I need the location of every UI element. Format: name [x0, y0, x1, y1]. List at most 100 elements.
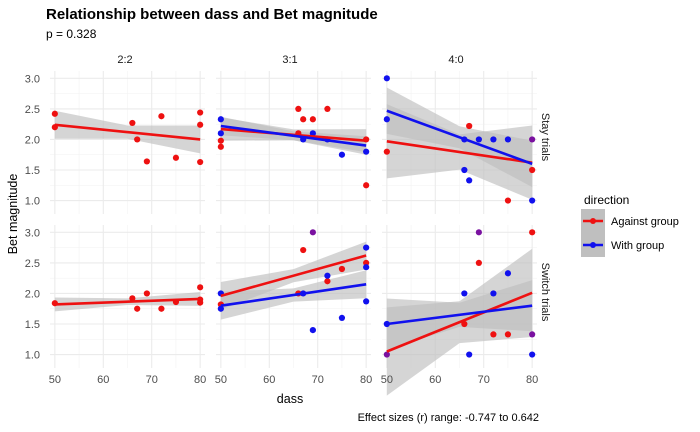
y-axis-title: Bet magnitude	[6, 174, 20, 255]
fit-line-with	[220, 282, 367, 307]
x-tick-label: 70	[478, 374, 490, 386]
y-tick-label: 1.5	[25, 165, 40, 177]
strip-label-row-1: Stay trials	[539, 113, 551, 162]
data-point-with	[309, 327, 316, 334]
x-tick-label: 70	[146, 374, 158, 386]
strip-label-col-3: 4:0	[448, 54, 463, 66]
data-point-against	[197, 158, 204, 166]
data-point-against	[363, 259, 370, 266]
y-tick-label: 1.5	[25, 319, 40, 331]
y-tick-label: 1.0	[25, 350, 40, 362]
strip-label-col-1: 2:2	[117, 54, 132, 66]
x-tick-label: 80	[360, 374, 372, 386]
panel-r1-c0	[50, 225, 205, 368]
data-point-with	[504, 136, 512, 143]
data-point-against	[197, 109, 204, 116]
data-point-against	[466, 122, 473, 130]
data-point-against	[134, 136, 141, 143]
data-point-with	[475, 136, 482, 143]
data-point-with	[529, 351, 536, 358]
chart-caption: Effect sizes (r) range: -0.747 to 0.642	[358, 412, 539, 424]
data-point-against	[143, 290, 150, 297]
x-tick-label: 50	[381, 374, 393, 386]
data-point-with	[363, 244, 370, 251]
x-tick-label: 50	[215, 374, 227, 386]
legend-item-with: With group	[581, 233, 664, 257]
x-tick-label: 60	[97, 374, 109, 386]
fit-line-against	[386, 291, 533, 353]
data-point-against	[529, 229, 536, 236]
data-point-with	[490, 290, 497, 297]
data-point-against	[129, 295, 136, 302]
y-tick-label: 1.0	[25, 196, 40, 208]
panel-r0-c0	[50, 71, 205, 214]
data-point-with	[338, 151, 346, 158]
data-point-against	[338, 265, 346, 273]
data-point-with	[338, 314, 346, 321]
data-point-mixed	[529, 136, 536, 143]
y-tick-label: 2.0	[25, 134, 40, 146]
legend-label-against: Against group	[611, 216, 679, 228]
data-point-with	[461, 166, 468, 174]
data-point-mixed	[475, 229, 482, 236]
x-axis-ticks: 50 60 70 80 50 60 70 80 50 60 70 80	[49, 374, 539, 386]
data-point-with	[504, 270, 512, 277]
data-point-with	[466, 177, 473, 184]
legend-title: direction	[584, 193, 629, 207]
data-point-against	[300, 246, 307, 254]
strip-label-row-2: Switch trials	[539, 263, 551, 322]
data-point-against	[134, 305, 141, 312]
data-point-against	[383, 148, 390, 155]
data-point-with	[217, 116, 224, 123]
data-point-against	[461, 320, 468, 328]
data-point-with	[490, 136, 497, 143]
data-point-against	[324, 278, 331, 285]
chart-subtitle: p = 0.328	[46, 27, 97, 41]
data-point-with	[529, 197, 536, 204]
legend: direction Against group With group	[581, 193, 679, 257]
fit-line-against	[220, 254, 367, 298]
data-point-against	[158, 113, 165, 120]
data-point-with	[217, 305, 224, 312]
data-point-with	[383, 116, 390, 123]
panel-r1-c1	[216, 225, 371, 368]
data-point-against	[197, 299, 204, 306]
y-tick-label: 2.0	[25, 288, 40, 300]
data-point-against	[217, 137, 224, 144]
data-point-against	[363, 182, 370, 189]
data-point-against	[309, 116, 316, 123]
legend-key-with-dot	[590, 242, 596, 248]
data-point-against	[490, 331, 497, 338]
fit-line-against	[54, 297, 201, 306]
data-point-against	[324, 105, 331, 112]
x-tick-label: 50	[49, 374, 61, 386]
y-axis-ticks: 1.0 1.5 2.0 2.5 3.0 1.0 1.5 2.0 2.5 3.0	[25, 73, 40, 361]
data-point-with	[461, 290, 468, 297]
y-tick-label: 3.0	[25, 73, 40, 85]
data-point-mixed	[383, 351, 390, 358]
data-point-against	[143, 158, 150, 165]
x-tick-label: 60	[263, 374, 275, 386]
data-point-against	[217, 143, 224, 150]
chart-title: Relationship between dass and Bet magnit…	[46, 6, 378, 23]
fit-line-against	[386, 139, 533, 164]
x-tick-label: 60	[429, 374, 441, 386]
panels	[50, 71, 537, 396]
data-point-mixed	[529, 331, 536, 338]
data-point-with	[363, 298, 370, 305]
x-tick-label: 80	[194, 374, 206, 386]
data-point-against	[295, 105, 302, 112]
data-point-against	[300, 116, 307, 123]
x-tick-label: 70	[312, 374, 324, 386]
legend-item-against: Against group	[581, 209, 679, 233]
data-point-against	[529, 166, 536, 174]
panel-r0-c2	[382, 71, 537, 214]
data-point-with	[217, 130, 224, 137]
panel-r0-c1	[216, 71, 371, 214]
fit-line-with	[220, 124, 367, 147]
data-point-against	[197, 121, 204, 128]
data-point-against	[172, 154, 180, 161]
panel-r1-c2	[382, 225, 537, 396]
data-point-with	[363, 264, 370, 271]
